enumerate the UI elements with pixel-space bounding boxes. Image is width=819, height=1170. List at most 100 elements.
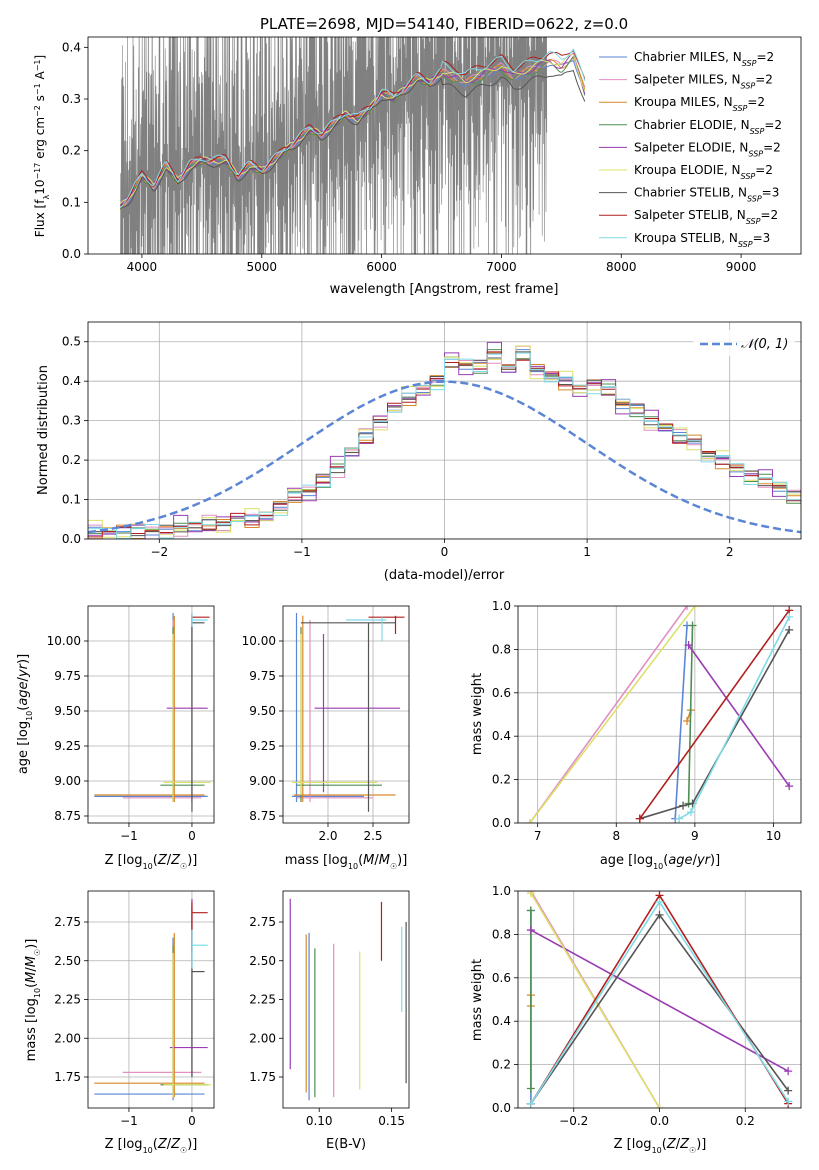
weight-line <box>674 625 688 819</box>
weight-marker <box>785 625 794 634</box>
label-part: 10 <box>33 180 47 195</box>
label-part: s <box>33 95 47 105</box>
label-part: ☉ <box>390 862 397 871</box>
spectrum-model-line <box>120 69 586 210</box>
axes-frame <box>87 36 802 255</box>
plot-area <box>518 606 801 823</box>
label-part: =2 <box>755 73 773 87</box>
y-tick-label: 0.2 <box>62 144 81 158</box>
x-tick-label: 1 <box>583 545 591 559</box>
label-part: age [log <box>16 721 31 774</box>
label-part: 10 <box>652 1146 662 1155</box>
label-part: =2 <box>760 208 778 222</box>
label-part: Z <box>157 1137 168 1152</box>
y-tick-label: 2.75 <box>249 915 276 929</box>
label-part: ☉ <box>33 949 42 956</box>
label-part: A <box>33 70 47 83</box>
label-part: ( <box>663 853 668 868</box>
histogram-series <box>88 345 801 537</box>
plot-area <box>119 37 586 254</box>
label-part: 10 <box>348 862 358 871</box>
label-part: Z <box>170 1137 181 1152</box>
x-axis-label: wavelength [Angstrom, rest frame] <box>330 282 559 297</box>
weight-marker <box>784 1097 793 1106</box>
y-tick-label: 2.00 <box>249 1031 276 1045</box>
y-tick-label: 10.00 <box>242 634 276 648</box>
spectrum-model-line <box>120 53 586 204</box>
y-tick-label: 0.0 <box>492 816 511 830</box>
label-part: SSP <box>748 149 763 158</box>
legend: 𝒩(0, 1) <box>693 330 795 356</box>
label-part: )] <box>710 853 720 868</box>
x-axis-label: (data-model)/error <box>384 568 505 583</box>
weight-line <box>639 609 790 820</box>
label-part: ( <box>24 983 39 988</box>
figure-title: PLATE=2698, MJD=54140, FIBERID=0622, z=0… <box>260 15 628 33</box>
y-tick-label: 9.75 <box>54 669 81 683</box>
label-part: 10 <box>653 862 663 871</box>
label-part: ☉ <box>689 1146 696 1155</box>
y-axis-label: mass weight <box>470 673 485 755</box>
y-tick-label: 1.75 <box>54 1070 81 1084</box>
plot-area <box>88 322 801 539</box>
label-part: ☉ <box>180 862 187 871</box>
y-axis-label: mass weight <box>470 959 485 1041</box>
axes-residuals: −2 −1 0 1 2 0.0 0.1 0.2 0.3 0.4 0.5 (data-model)/er… <box>36 321 802 583</box>
y-tick-label: 0.2 <box>492 1058 511 1072</box>
x-axis-label: E(B-V) <box>326 1137 366 1152</box>
label-part: Flux [f <box>33 199 47 237</box>
label-part: Z <box>157 853 168 868</box>
axes-weight-vs-Z: −0.2 0.0 0.20.00.20.40.60.81.0Z [log10(Z/Z… <box>470 884 802 1155</box>
label-part: )] <box>187 853 197 868</box>
label-part: / <box>167 853 172 868</box>
weight-marker <box>526 1084 535 1093</box>
weight-line <box>687 625 694 804</box>
label-part: SSP <box>741 81 756 90</box>
y-tick-label: 9.25 <box>249 739 276 753</box>
y-tick-label: 0.0 <box>492 1101 511 1115</box>
x-tick-label: 7000 <box>486 260 517 274</box>
label-part: Chabrier MILES, N <box>634 50 742 64</box>
spectrum-model-line <box>120 49 586 206</box>
histogram-series <box>88 345 801 538</box>
label-part: Z [log <box>614 1137 652 1152</box>
label-part: yr <box>696 853 712 868</box>
normal-curve <box>88 380 801 534</box>
label-part: ( <box>662 1137 667 1152</box>
histogram-series <box>88 351 801 538</box>
x-tick-label: 9000 <box>726 260 757 274</box>
x-tick-label: 7 <box>534 829 542 843</box>
y-axis-label: Normed distribution <box>36 365 51 495</box>
y-axis-label: Flux [fλ10−17 erg cm−2 s−1 A−1] <box>33 55 51 237</box>
label-part: / <box>693 853 698 868</box>
y-tick-label: 0.5 <box>62 335 81 349</box>
label-part: ( <box>358 853 363 868</box>
label-part: M <box>24 956 39 967</box>
label-part: Salpeter STELIB, N <box>634 208 746 222</box>
weight-marker <box>526 891 535 898</box>
y-tick-label: 0.2 <box>492 773 511 787</box>
y-tick-label: 2.25 <box>249 993 276 1007</box>
y-tick-label: 0.3 <box>62 92 81 106</box>
y-tick-label: 0.4 <box>492 729 511 743</box>
y-tick-label: 0.0 <box>62 532 81 546</box>
label-part: =2 <box>756 50 774 64</box>
label-part: SSP <box>738 239 753 248</box>
label-part: =2 <box>755 163 773 177</box>
label-part: )] <box>16 654 31 664</box>
label-part: SSP <box>750 126 765 135</box>
label-part: M <box>379 853 390 868</box>
y-tick-label: 2.50 <box>249 954 276 968</box>
weight-line <box>678 616 790 820</box>
legend-entry: Chabrier ELODIE, NSSP=2 <box>634 118 782 136</box>
label-part: age [log <box>600 853 653 868</box>
label-part: Kroupa ELODIE, N <box>634 163 741 177</box>
x-tick-label: 9 <box>691 829 699 843</box>
label-part: =3 <box>753 231 771 245</box>
y-tick-label: 2.25 <box>54 993 81 1007</box>
y-tick-label: 9.00 <box>54 774 81 788</box>
label-part: SSP <box>746 217 761 226</box>
axes-frame <box>282 605 410 824</box>
